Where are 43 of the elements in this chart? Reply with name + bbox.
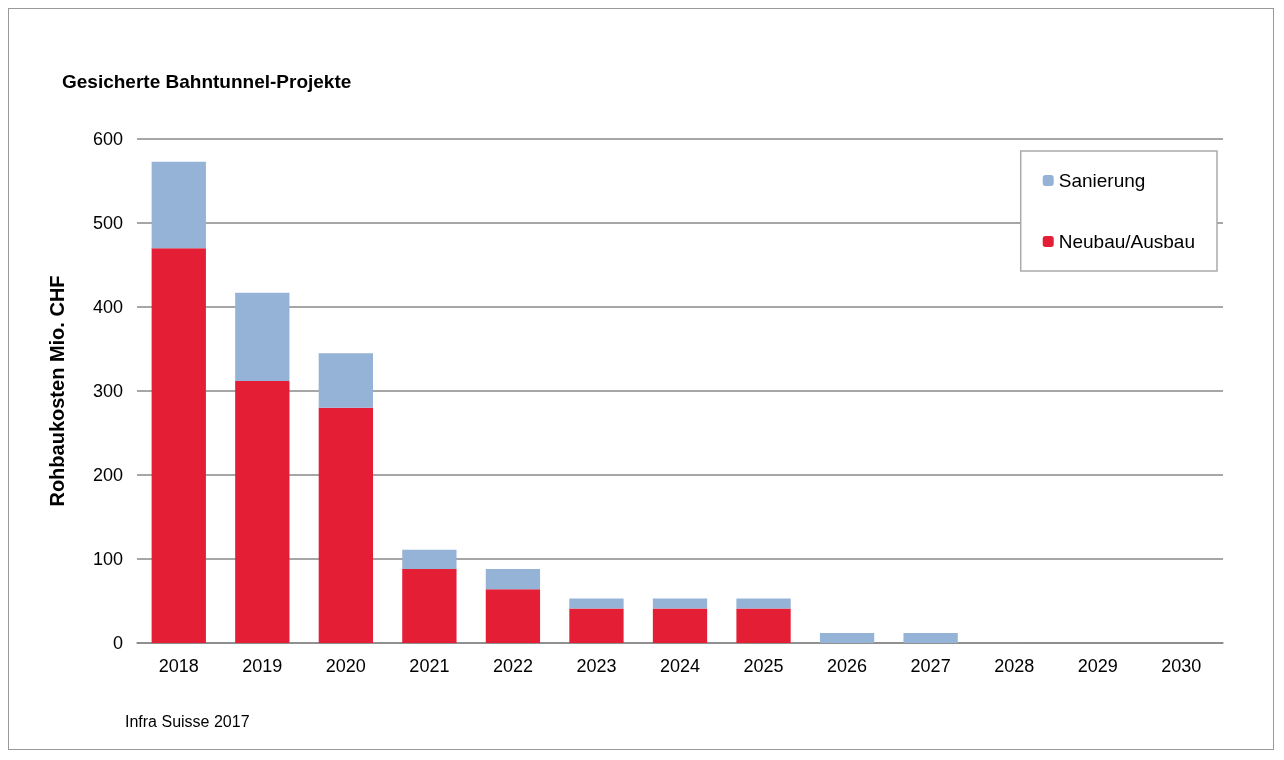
bar: [151, 161, 206, 249]
x-tick-label: 2021: [409, 656, 450, 676]
x-tick-label: 2026: [827, 656, 868, 676]
x-tick-label: 2022: [492, 656, 533, 676]
chart-title: Gesicherte Bahntunnel-Projekte: [62, 71, 352, 92]
y-tick-label: 200: [92, 465, 123, 485]
x-tick-label: 2023: [576, 656, 617, 676]
y-axis-title: Rohbaukosten Mio. CHF: [46, 275, 68, 507]
y-tick-label: 300: [92, 381, 123, 401]
bar: [736, 598, 791, 609]
bar: [903, 632, 958, 643]
bar: [485, 569, 541, 590]
x-tick-label: 2025: [743, 656, 784, 676]
y-tick-label: 100: [92, 549, 123, 569]
y-tick-label: 0: [112, 633, 123, 653]
y-tick-label: 500: [92, 213, 123, 233]
x-tick-label: 2030: [1161, 656, 1202, 676]
bar: [652, 608, 708, 643]
text: Infra Suisse 2017: [125, 712, 250, 730]
bar: [736, 608, 791, 643]
bar: [485, 589, 541, 643]
y-tick-label: 600: [92, 129, 123, 149]
x-tick-label: 2027: [910, 656, 951, 676]
legend-label: Sanierung: [1058, 170, 1146, 191]
bar: [652, 598, 708, 609]
x-tick-label: 2029: [1077, 656, 1118, 676]
bar: [569, 608, 624, 643]
bar: [402, 569, 457, 643]
bar: [318, 407, 373, 643]
x-tick-label: 2024: [659, 656, 701, 676]
x-tick-label: 2018: [158, 656, 199, 676]
bar: [569, 598, 624, 609]
bar: [819, 632, 875, 643]
bar: [402, 549, 457, 570]
x-tick-label: 2020: [325, 656, 366, 676]
x-tick-label: 2019: [242, 656, 283, 676]
y-tick-label: 400: [92, 297, 123, 317]
bar: [151, 248, 206, 643]
x-tick-label: 2028: [994, 656, 1035, 676]
bar: [235, 380, 290, 643]
bar: [235, 292, 290, 381]
legend-label: Neubau/Ausbau: [1058, 231, 1196, 252]
bar: [318, 353, 373, 408]
